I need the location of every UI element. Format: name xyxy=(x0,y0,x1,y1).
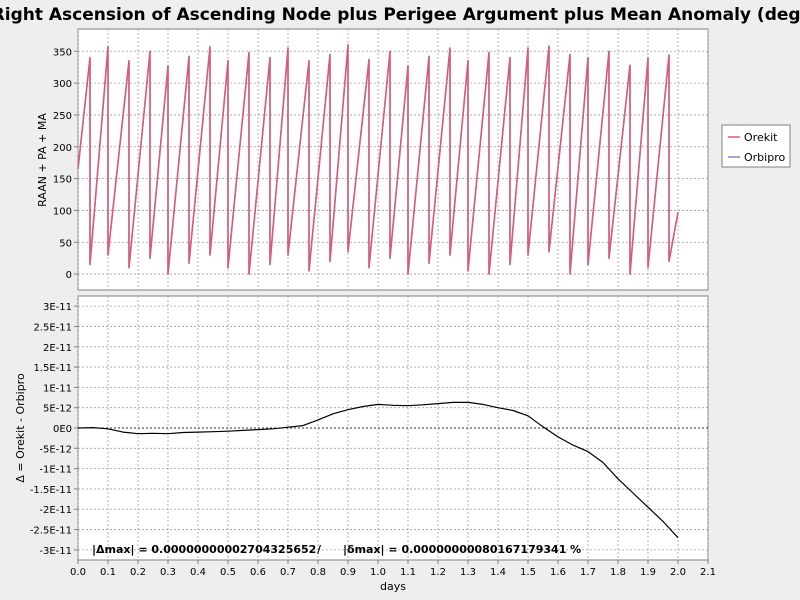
x-tick-label: 2.0 xyxy=(670,567,686,578)
top-y-tick-label: 350 xyxy=(53,47,72,58)
bottom-plot-area xyxy=(77,295,709,561)
bottom-y-tick-label: 2E-11 xyxy=(43,343,72,354)
bottom-y-tick-label: -1E-11 xyxy=(39,465,72,476)
x-tick-label: 1.6 xyxy=(550,567,566,578)
x-tick-label: 1.7 xyxy=(580,567,596,578)
x-tick-label: 0.6 xyxy=(250,567,266,578)
top-plot-series xyxy=(77,44,679,275)
legend-label-orekit: Orekit xyxy=(744,131,778,144)
top-y-tick-label: 250 xyxy=(53,111,72,122)
x-tick-label: 0.3 xyxy=(160,567,176,578)
bottom-y-tick-label: -2E-11 xyxy=(39,505,72,516)
x-tick-label: 0.0 xyxy=(70,567,86,578)
series-line-delta xyxy=(77,401,679,539)
x-tick-label: 0.8 xyxy=(310,567,326,578)
bottom-y-tick-label: -5E-12 xyxy=(39,444,72,455)
bottom-y-tick-label: 2.5E-11 xyxy=(33,322,72,333)
x-axis-label: days xyxy=(380,580,406,593)
top-plot-y-ticks: 0 50 100 150 200 250 300 350 xyxy=(53,47,78,281)
x-tick-label: 0.4 xyxy=(190,567,206,578)
legend-label-orbipro: Orbipro xyxy=(744,151,785,164)
top-y-tick-label: 150 xyxy=(53,175,72,186)
chart-title: Right Ascension of Ascending Node plus P… xyxy=(0,5,800,25)
top-plot-area xyxy=(77,28,709,291)
top-y-tick-label: 300 xyxy=(53,79,72,90)
annotation-separator: / xyxy=(317,543,322,556)
x-tick-label: 1.2 xyxy=(430,567,446,578)
bottom-plot-y-axis-label: Δ = Orekit - Orbipro xyxy=(14,373,27,483)
x-axis-ticks: 0.0 0.1 0.2 0.3 0.4 0.5 0.6 0.7 0.8 0.9 1.0 1.1 1.2 1… xyxy=(70,560,716,578)
top-y-tick-label: 50 xyxy=(59,238,72,249)
bottom-y-tick-label: -3E-11 xyxy=(39,546,72,557)
x-tick-label: 1.5 xyxy=(520,567,536,578)
x-tick-label: 0.2 xyxy=(130,567,146,578)
x-tick-label: 1.1 xyxy=(400,567,416,578)
bottom-plot-series xyxy=(77,401,679,539)
bottom-y-tick-label: 3E-11 xyxy=(43,302,72,313)
bottom-y-tick-label: -2.5E-11 xyxy=(30,526,72,537)
legend-box xyxy=(721,124,791,168)
bottom-y-tick-label: 0E0 xyxy=(53,424,72,435)
top-y-tick-label: 200 xyxy=(53,143,72,154)
bottom-y-tick-label: 1.5E-11 xyxy=(33,363,72,374)
top-y-tick-label: 100 xyxy=(53,206,72,217)
x-tick-label: 0.9 xyxy=(340,567,356,578)
x-tick-label: 1.4 xyxy=(490,567,506,578)
relative-max-annotation: |δmax| = 0.00000000080167179341 % xyxy=(343,543,581,556)
x-tick-label: 0.1 xyxy=(100,567,116,578)
x-tick-label: 0.7 xyxy=(280,567,296,578)
x-tick-label: 1.8 xyxy=(610,567,626,578)
x-tick-label: 1.0 xyxy=(370,567,386,578)
x-tick-label: 0.5 xyxy=(220,567,236,578)
x-tick-label: 2.1 xyxy=(700,567,716,578)
x-tick-label: 1.9 xyxy=(640,567,656,578)
delta-max-annotation: |Δmax| = 0.00000000002704325652 xyxy=(92,543,316,556)
bottom-plot-y-ticks: -3E-11 -2.5E-11 -2E-11 -1.5E-11 -1E-11 -5E-12… xyxy=(30,302,78,557)
bottom-y-tick-label: -1.5E-11 xyxy=(30,485,72,496)
x-tick-label: 1.3 xyxy=(460,567,476,578)
series-line-orekit xyxy=(77,44,679,275)
top-plot-y-axis-label: RAAN + PA + MA xyxy=(36,113,49,207)
legend: Orekit Orbipro xyxy=(721,124,791,168)
top-y-tick-label: 0 xyxy=(66,270,72,281)
bottom-y-tick-label: 1E-11 xyxy=(43,383,72,394)
bottom-y-tick-label: 5E-12 xyxy=(43,404,72,415)
